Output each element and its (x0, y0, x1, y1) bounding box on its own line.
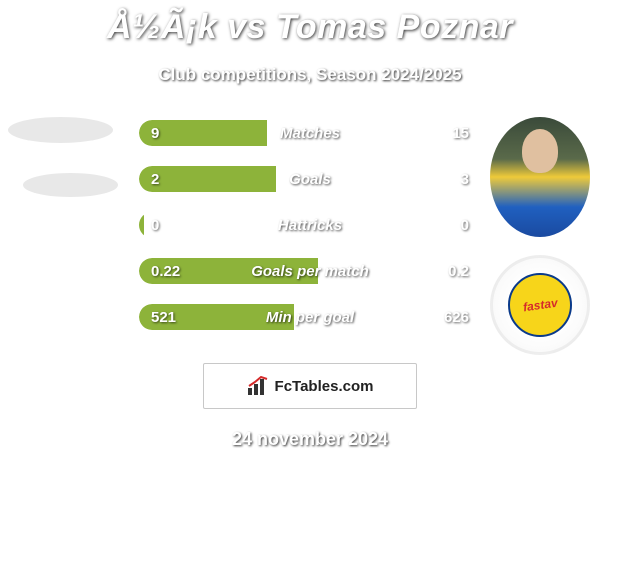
attribution-badge[interactable]: FcTables.com (203, 363, 417, 409)
right-player-col: fastav (490, 117, 600, 355)
date-label: 24 november 2024 (0, 429, 620, 450)
page-title: Å½Ã¡k vs Tomas Poznar (0, 0, 620, 47)
stat-label: Min per goal (139, 309, 481, 326)
bars-icon (247, 376, 269, 396)
crest-label: fastav (522, 296, 558, 315)
stat-bar: 2Goals3 (138, 165, 482, 193)
crest-inner: fastav (508, 273, 572, 337)
stat-bar: 521Min per goal626 (138, 303, 482, 331)
stat-bar: 9Matches15 (138, 119, 482, 147)
club-crest-placeholder (23, 173, 118, 197)
stat-right-value: 3 (461, 171, 469, 188)
club-crest: fastav (490, 255, 590, 355)
stat-right-value: 0 (461, 217, 469, 234)
stat-bars: 9Matches15 2Goals3 0Hattricks0 0.22Goals pe… (138, 119, 482, 349)
stat-bar: 0.22Goals per match0.2 (138, 257, 482, 285)
stat-label: Hattricks (139, 217, 481, 234)
stat-right-value: 0.2 (448, 263, 469, 280)
stat-label: Goals per match (139, 263, 481, 280)
stat-bar: 0Hattricks0 (138, 211, 482, 239)
stat-label: Goals (139, 171, 481, 188)
attribution-text: FcTables.com (275, 378, 374, 395)
player-photo (490, 117, 590, 237)
player-photo-placeholder (8, 117, 113, 143)
stat-label: Matches (139, 125, 481, 142)
comparison-card: Å½Ã¡k vs Tomas Poznar Club competitions,… (0, 0, 620, 580)
subtitle: Club competitions, Season 2024/2025 (0, 65, 620, 85)
stat-right-value: 626 (444, 309, 469, 326)
left-player-col (8, 117, 123, 197)
comparison-main: 9Matches15 2Goals3 0Hattricks0 0.22Goals pe… (0, 117, 620, 347)
stat-right-value: 15 (452, 125, 469, 142)
